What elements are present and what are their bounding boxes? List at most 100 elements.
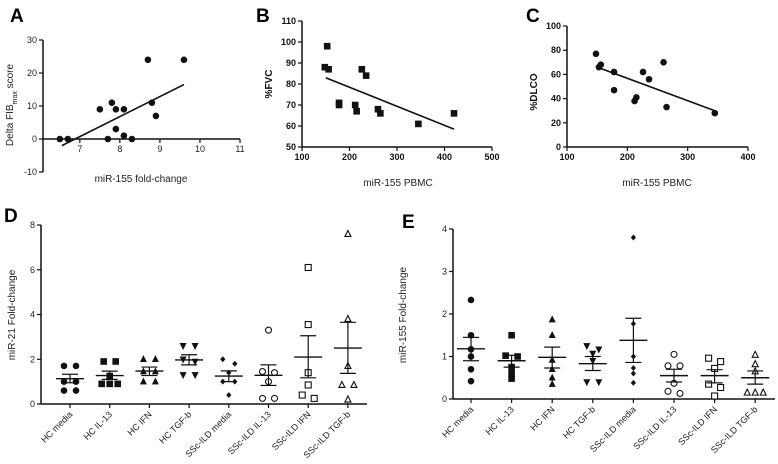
data-point <box>144 56 152 64</box>
y-tick-label: 90 <box>286 58 296 68</box>
data-point <box>743 387 752 396</box>
data-point <box>180 56 188 64</box>
data-point <box>338 380 346 389</box>
y-tick-label: 40 <box>551 94 561 104</box>
x-tick-label: 7 <box>77 144 82 154</box>
data-point <box>548 365 556 373</box>
data-point <box>191 343 199 350</box>
data-point <box>323 42 331 50</box>
data-point <box>325 66 332 73</box>
category-label: SSc-ILD IFN <box>270 409 313 452</box>
y-tick-label: 3 <box>442 267 447 277</box>
data-point <box>751 387 760 396</box>
x-tick-label: 100 <box>294 152 309 162</box>
data-point <box>60 387 68 394</box>
data-point <box>104 135 112 143</box>
y-tick-label: 80 <box>286 79 296 89</box>
data-point <box>128 135 136 143</box>
y-tick-label: 50 <box>286 142 296 152</box>
category-label: SSc-ILD IL-13 <box>631 404 678 451</box>
panel-letter-b: B <box>256 6 270 27</box>
y-tick-label: 2 <box>442 309 447 319</box>
data-point <box>139 377 147 385</box>
data-point <box>60 362 68 370</box>
data-point <box>630 365 636 371</box>
data-point <box>589 350 597 358</box>
data-point <box>664 362 672 370</box>
data-point <box>630 379 636 386</box>
data-point <box>676 389 684 398</box>
data-point <box>298 391 306 399</box>
data-point <box>151 355 159 363</box>
category-label: HC TGF-b <box>157 409 193 445</box>
data-point <box>264 326 273 334</box>
data-point <box>220 356 226 363</box>
x-tick-label: 8 <box>117 144 122 154</box>
data-point <box>120 132 128 139</box>
data-point <box>344 314 352 323</box>
data-point <box>548 331 556 339</box>
data-point <box>663 103 670 111</box>
category-label: HC media <box>39 409 74 444</box>
y-axis-title: Delta FIBmax score <box>5 63 19 146</box>
data-point <box>467 296 475 304</box>
panel-letter-c: C <box>526 6 540 27</box>
regression-line <box>596 66 716 112</box>
data-point <box>548 379 556 387</box>
data-point <box>258 394 267 402</box>
x-tick-label: 200 <box>620 152 635 162</box>
y-tick-label: 60 <box>551 69 561 79</box>
data-point <box>664 387 672 395</box>
data-point <box>595 346 603 354</box>
x-tick-label: 400 <box>437 152 452 162</box>
category-label: HC IL-13 <box>82 409 115 442</box>
data-point <box>139 355 147 363</box>
category-label: HC TGF-b <box>561 404 597 440</box>
data-point <box>258 368 267 376</box>
y-tick-label: 70 <box>286 100 296 110</box>
data-point <box>351 101 359 109</box>
data-point <box>630 234 636 241</box>
data-point <box>56 135 64 143</box>
data-point <box>344 394 352 403</box>
data-point <box>106 380 113 388</box>
data-point <box>179 343 187 350</box>
y-tick-label: 110 <box>281 16 296 26</box>
y-axis-title: %DLCO <box>529 73 540 110</box>
y-tick-label: 8 <box>30 220 35 230</box>
data-point <box>96 106 104 113</box>
x-axis-title: miR-155 PBMC <box>363 178 432 189</box>
category-label: HC IL-13 <box>483 404 516 437</box>
y-axis-title-subscript: max <box>12 91 19 105</box>
data-point <box>711 392 719 400</box>
data-point <box>152 112 160 120</box>
y-tick-label: 4 <box>442 224 447 234</box>
data-point <box>72 362 80 370</box>
x-tick-label: 10 <box>195 144 205 154</box>
data-point <box>60 378 68 385</box>
y-tick-label: 4 <box>30 310 35 320</box>
data-point <box>592 50 600 58</box>
x-tick-label: 100 <box>559 152 574 162</box>
data-point <box>514 353 521 360</box>
data-point <box>467 377 475 385</box>
x-axis-title: miR-155 fold-change <box>95 174 188 185</box>
x-tick-label: 300 <box>389 152 404 162</box>
y-axis-title: miR-21 Fold-change <box>7 269 18 360</box>
y-tick-label: 20 <box>27 68 37 78</box>
data-point <box>583 379 591 387</box>
y-tick-label: 100 <box>281 37 296 47</box>
panel-letter-e: E <box>402 212 415 233</box>
y-tick-label: 0 <box>442 394 447 404</box>
data-point <box>304 321 312 329</box>
y-tick-label: 6 <box>30 265 35 275</box>
data-point <box>310 394 318 402</box>
data-point <box>270 394 279 402</box>
y-tick-label: 1 <box>442 352 447 362</box>
data-point <box>112 125 120 133</box>
data-point <box>344 229 352 237</box>
data-point <box>670 350 678 358</box>
data-point <box>72 387 80 394</box>
x-tick-label: 400 <box>740 152 755 162</box>
data-point <box>751 350 760 358</box>
